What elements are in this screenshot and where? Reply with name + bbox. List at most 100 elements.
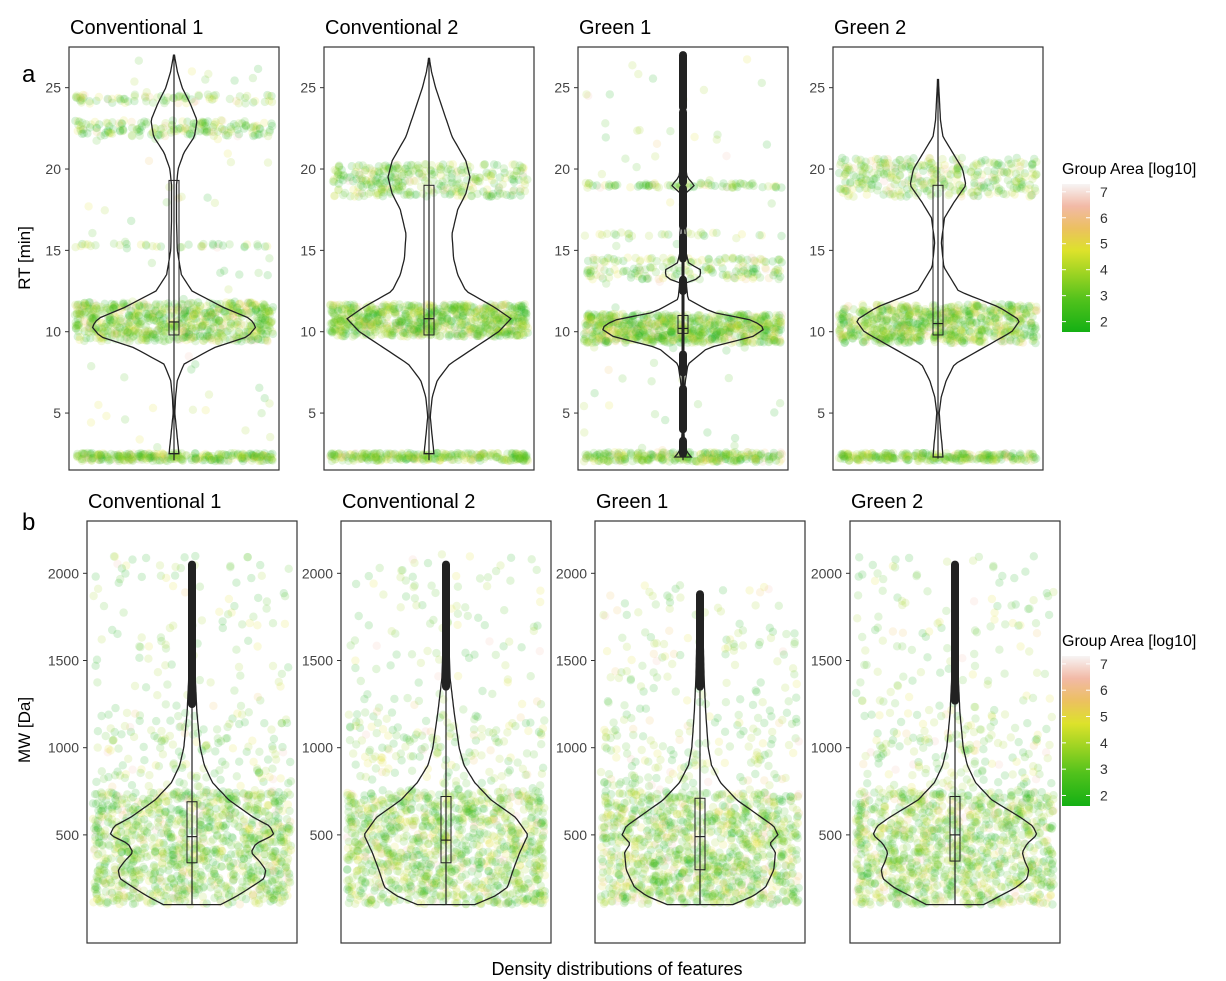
data-point: [379, 166, 389, 176]
data-point: [506, 191, 515, 200]
data-point: [769, 448, 778, 458]
data-point: [872, 326, 882, 335]
data-point: [915, 336, 924, 346]
data-point: [457, 329, 467, 338]
data-point: [371, 176, 380, 185]
data-point: [583, 265, 592, 275]
data-point: [448, 455, 457, 465]
data-point: [428, 303, 437, 313]
data-point: [771, 323, 780, 332]
data-point: [721, 325, 730, 335]
data-point: [392, 321, 402, 330]
data-point: [941, 455, 950, 464]
data-point: [413, 317, 422, 326]
data-point: [842, 312, 852, 321]
data-point: [768, 257, 777, 266]
data-point: [655, 326, 664, 335]
data-point: [504, 454, 513, 463]
data-point: [904, 306, 913, 315]
data-point: [595, 230, 604, 239]
data-point: [202, 125, 212, 134]
data-point: [887, 190, 897, 199]
data-point: [972, 455, 981, 464]
data-point: [895, 321, 904, 330]
data-point: [730, 273, 739, 283]
data-point: [633, 450, 643, 460]
data-point: [945, 182, 954, 191]
data-point: [649, 180, 658, 189]
data-point: [521, 456, 530, 466]
data-point: [690, 273, 699, 282]
data-point: [859, 306, 868, 316]
data-point: [90, 117, 100, 127]
data-point: [683, 338, 692, 347]
data-point: [1022, 306, 1032, 315]
data-point: [879, 330, 889, 339]
data-point: [99, 450, 109, 459]
data-point: [906, 336, 916, 345]
data-point: [769, 271, 778, 280]
data-point: [265, 310, 275, 319]
data-point: [143, 331, 152, 340]
data-point: [346, 316, 355, 325]
data-point: [584, 310, 593, 320]
data-point: [691, 336, 700, 346]
data-point: [949, 338, 959, 348]
data-point: [340, 304, 350, 313]
data-point: [728, 253, 738, 263]
data-point: [141, 449, 150, 458]
data-point: [466, 301, 475, 311]
data-point: [253, 316, 263, 325]
data-point: [584, 312, 593, 321]
data-point: [961, 453, 970, 462]
data-point: [350, 192, 359, 201]
data-point: [1008, 453, 1018, 463]
data-point: [205, 453, 214, 462]
data-point: [854, 177, 863, 186]
data-point: [155, 321, 164, 331]
data-point: [706, 320, 715, 330]
data-point: [685, 183, 694, 192]
data-point: [123, 452, 132, 461]
data-point: [695, 333, 704, 342]
data-point: [924, 327, 933, 336]
data-point: [261, 311, 270, 321]
data-point: [73, 126, 83, 136]
data-point: [205, 327, 214, 336]
data-point: [409, 303, 418, 312]
data-point: [237, 320, 246, 329]
data-point: [604, 273, 614, 282]
data-point: [621, 326, 631, 336]
data-point: [341, 314, 350, 323]
data-point: [409, 176, 418, 185]
data-point: [993, 324, 1002, 334]
data-point: [180, 310, 189, 320]
data-point: [224, 299, 234, 309]
data-point: [1005, 335, 1014, 344]
data-point: [395, 164, 404, 174]
data-point: [120, 456, 130, 465]
data-point: [379, 188, 388, 197]
data-point: [580, 329, 589, 339]
data-point: [377, 316, 387, 325]
data-point: [74, 319, 83, 328]
data-point: [722, 151, 731, 161]
data-point: [367, 180, 376, 189]
data-point: [260, 316, 270, 325]
data-point: [694, 331, 703, 340]
data-point: [191, 323, 201, 332]
data-point: [621, 330, 631, 340]
data-point: [409, 455, 419, 465]
data-point: [990, 317, 1000, 326]
data-point: [617, 321, 626, 330]
data-point: [878, 317, 887, 326]
data-point: [396, 318, 405, 327]
data-point: [517, 449, 526, 459]
data-point: [905, 310, 915, 319]
data-point: [261, 307, 271, 317]
data-point: [486, 326, 495, 335]
data-point: [233, 449, 243, 458]
data-point: [710, 321, 719, 331]
data-point: [698, 334, 707, 343]
data-point: [596, 263, 605, 272]
